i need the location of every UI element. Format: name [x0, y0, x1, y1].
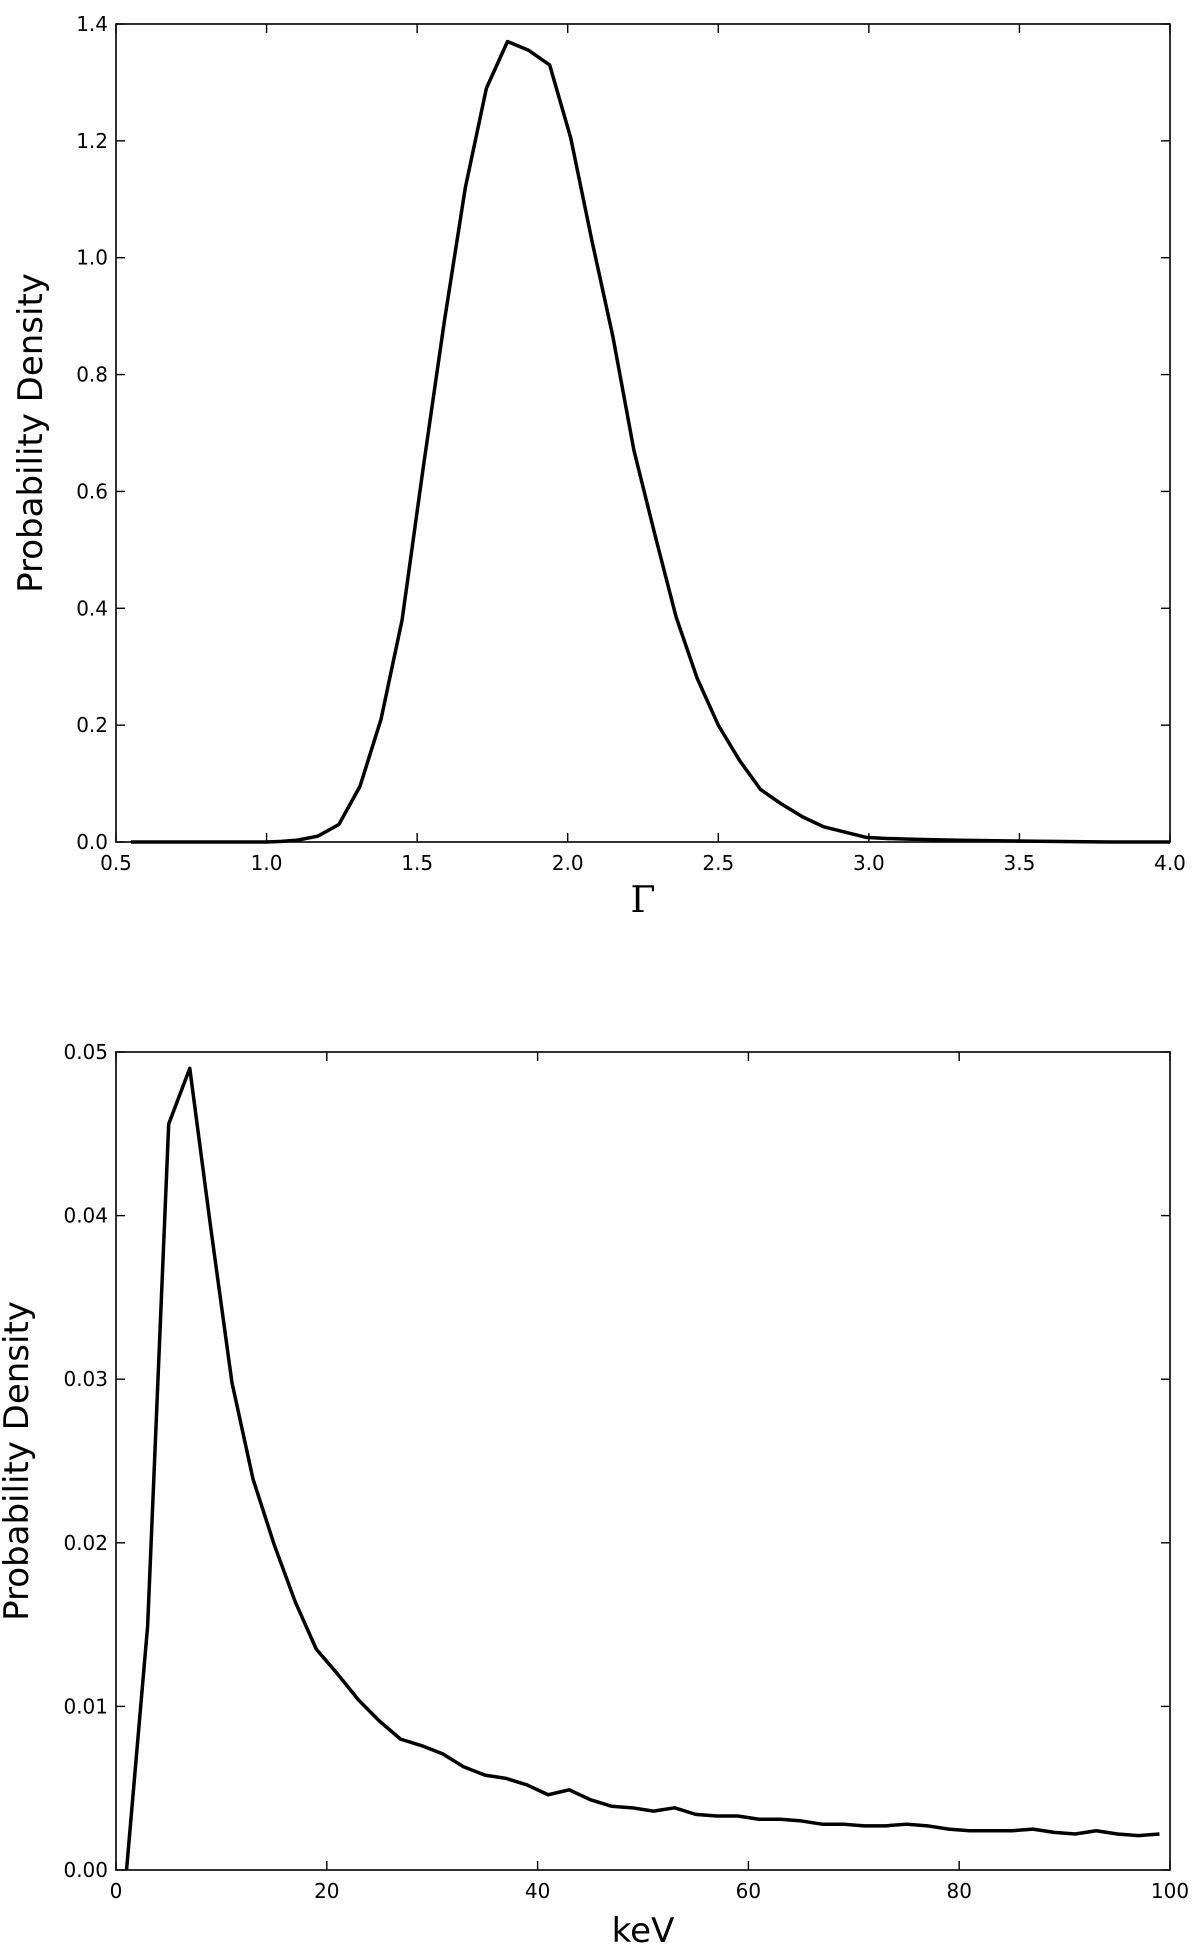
- kev-y-axis-label: Probability Density: [0, 1301, 37, 1621]
- kev-x-axis-label: keV: [612, 1911, 675, 1951]
- gamma-y-tick-label: 0.8: [76, 363, 108, 387]
- kev-y-tick-label: 0.04: [63, 1204, 108, 1228]
- gamma-y-tick-label: 0.6: [76, 479, 108, 503]
- gamma-y-axis-label: Probability Density: [11, 273, 51, 593]
- gamma-y-tick-label: 0.0: [76, 830, 108, 854]
- kev-y-tick-label: 0.02: [63, 1531, 108, 1555]
- kev-x-tick-label: 0: [110, 1879, 123, 1903]
- kev-x-tick-label: 60: [736, 1879, 761, 1903]
- kev-x-tick-label: 100: [1151, 1879, 1189, 1903]
- kev-y-tick-label: 0.05: [63, 1040, 108, 1064]
- kev-plot-frame: [115, 1051, 1171, 1871]
- kev-y-tick-label: 0.03: [63, 1367, 108, 1391]
- kev-x-tick-label: 20: [314, 1879, 339, 1903]
- kev-x-tick-label: 80: [946, 1879, 971, 1903]
- kev-density-line: [124, 1066, 1160, 1871]
- gamma-x-tick-label: 3.5: [1004, 851, 1036, 875]
- kev-y-tick-label: 0.00: [63, 1858, 108, 1882]
- kev-y-tick-label: 0.01: [63, 1694, 108, 1718]
- gamma-x-tick-label: 2.0: [552, 851, 584, 875]
- gamma-y-tick-label: 0.4: [76, 596, 108, 620]
- gamma-x-axis-label: Γ: [631, 880, 656, 921]
- gamma-x-tick-label: 1.5: [401, 851, 433, 875]
- gamma-distribution-chart: 0.5 1.0 1.5 2.0 2.5 3.0 3.5 4.0 0.0 0.2 0.4 0.6 0.8 1…: [11, 12, 1186, 921]
- gamma-x-tick-label: 1.0: [251, 851, 283, 875]
- gamma-y-tick-label: 1.4: [76, 12, 108, 36]
- gamma-x-tick-label: 3.0: [853, 851, 885, 875]
- gamma-density-line: [131, 39, 1170, 844]
- kev-x-tick-label: 40: [525, 1879, 550, 1903]
- gamma-x-tick-label: 4.0: [1154, 851, 1186, 875]
- gamma-y-tick-label: 1.0: [76, 246, 108, 270]
- gamma-plot-frame: [115, 23, 1171, 843]
- kev-distribution-chart: 0 20 40 60 80 100 0.00 0.01 0.02 0.03 0.04 0.05 keV P…: [0, 1040, 1189, 1951]
- gamma-y-tick-label: 0.2: [76, 713, 108, 737]
- gamma-x-tick-label: 2.5: [702, 851, 734, 875]
- gamma-y-tick-label: 1.2: [76, 129, 108, 153]
- gamma-x-tick-label: 0.5: [100, 851, 132, 875]
